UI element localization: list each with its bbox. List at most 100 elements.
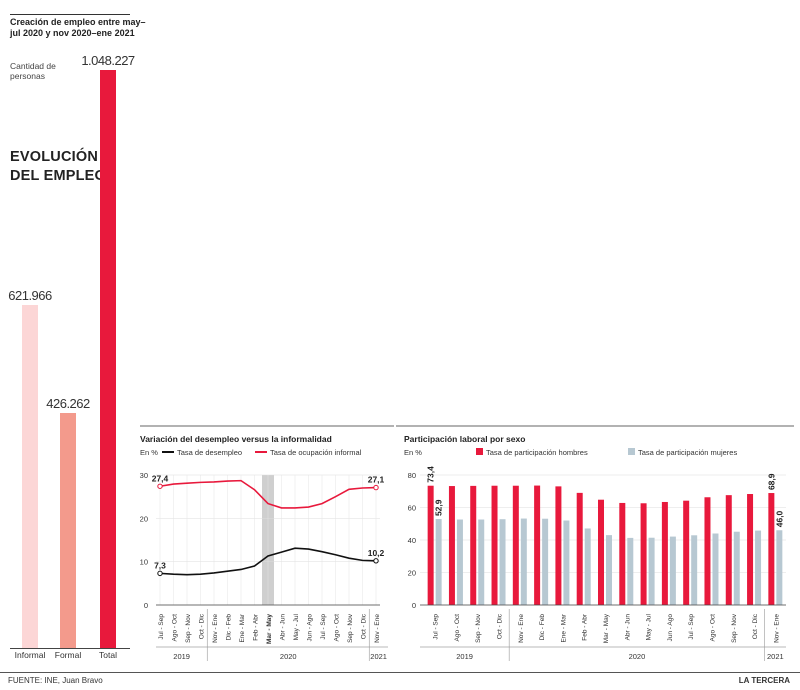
bar-chart-unit: En %: [404, 448, 422, 457]
bar-mujeres: [648, 537, 655, 605]
bar-hombres: [512, 485, 519, 605]
bar-mujeres: [627, 537, 634, 605]
x-tick-label: Oct - Dic: [497, 613, 504, 639]
brand-text: LA TERCERA: [738, 676, 790, 685]
x-tick-label: Sep - Nov: [185, 613, 192, 643]
x-tick-label: Dic - Feb: [539, 614, 546, 641]
y-tick-label: 30: [140, 471, 148, 480]
data-label: 10,2: [368, 548, 385, 558]
data-label: 27,1: [368, 475, 385, 485]
bar-hombres: [619, 502, 626, 605]
x-tick-label: Nov - Ene: [518, 614, 525, 643]
x-tick-label: Jun - Ago: [667, 614, 674, 642]
bar-mujeres: [563, 520, 570, 605]
x-tick-label: Feb - Abr: [253, 613, 260, 641]
year-label: 2019: [456, 652, 473, 661]
data-label: 73,4: [426, 466, 436, 483]
x-tick-label: Sep - Nov: [475, 613, 482, 643]
x-tick-label: Ene - Mar: [239, 613, 246, 642]
source-text: FUENTE: INE, Juan Bravo: [8, 676, 103, 685]
bar-mujeres: [542, 518, 549, 605]
y-tick-label: 80: [408, 471, 416, 480]
x-tick-label: Feb - Abr: [582, 613, 589, 641]
year-label: 2021: [767, 652, 784, 661]
bar-hombres: [768, 493, 775, 605]
line-chart-unit: En %: [140, 448, 158, 457]
year-label: 2020: [280, 652, 297, 661]
x-tick-label: Dic - Feb: [226, 614, 233, 641]
data-point: [373, 558, 379, 564]
unit-label: Cantidad de personas: [10, 61, 56, 81]
x-tick-label: Oct - Dic: [199, 613, 206, 639]
bar-hombres: [470, 485, 477, 605]
x-tick-label: Mar - May: [266, 614, 273, 644]
creation-bar-chart: 621.966 Informal 426.262 Formal 1.048.227 Tot…: [0, 0, 140, 672]
x-tick-label: Nov - Ene: [773, 614, 780, 643]
creation-bar-value: 426.262: [46, 395, 90, 411]
creation-bar-label: Formal: [54, 650, 82, 660]
y-tick-label: 0: [412, 601, 416, 610]
data-label: 68,9: [766, 473, 776, 490]
bar-hombres: [491, 485, 498, 605]
x-tick-label: Abr - Jun: [280, 614, 287, 641]
bar-hombres: [661, 501, 668, 605]
y-tick-label: 60: [408, 504, 416, 513]
data-label: 52,9: [434, 499, 444, 516]
x-tick-label: Jul - Sep: [320, 614, 327, 640]
line-chart-title: Variación del desempleo versus la inform…: [140, 434, 332, 444]
x-tick-label: Jul - Sep: [158, 614, 165, 640]
y-tick-label: 0: [144, 601, 148, 610]
x-tick-label: Ago - Oct: [709, 614, 716, 642]
footer-rule: [0, 672, 800, 673]
x-tick-label: May - Jul: [646, 613, 653, 640]
legend-label: Tasa de participación hombres: [486, 448, 588, 457]
creation-baseline: [10, 648, 130, 649]
legend-label: Tasa de ocupación informal: [270, 448, 362, 457]
legend-swatch: [628, 448, 635, 455]
data-label: 46,0: [774, 510, 784, 527]
x-tick-label: Ago - Oct: [334, 614, 341, 642]
bar-mujeres: [776, 530, 783, 605]
x-tick-label: Sep - Nov: [347, 613, 354, 643]
x-tick-label: Jul - Sep: [688, 614, 695, 640]
x-tick-label: Ago - Oct: [172, 614, 179, 642]
section-title: EVOLUCIÓN DEL EMPLEO: [10, 149, 106, 184]
data-label: 27,4: [152, 473, 169, 483]
bar-hombres: [534, 485, 541, 605]
x-tick-label: Abr - Jun: [624, 614, 631, 641]
y-tick-label: 10: [140, 558, 148, 567]
bar-hombres: [576, 492, 583, 605]
x-tick-label: Ago - Oct: [454, 614, 461, 642]
x-tick-label: May - Jul: [293, 613, 300, 640]
bar-mujeres: [606, 535, 612, 605]
bar-mujeres: [691, 535, 698, 605]
x-tick-label: Oct - Dic: [752, 613, 759, 639]
bar-hombres: [747, 494, 754, 605]
bar-mujeres: [478, 519, 485, 605]
x-tick-label: Jul - Sep: [433, 614, 440, 640]
bar-hombres: [704, 497, 711, 605]
y-tick-label: 20: [140, 514, 148, 523]
y-tick-label: 40: [408, 536, 416, 545]
legend-swatch: [476, 448, 483, 455]
unemployment-vs-informality-chart: Variación del desempleo versus la inform…: [140, 425, 394, 661]
bar-hombres: [555, 486, 562, 605]
x-tick-label: Mar - May: [603, 613, 610, 643]
legend-label: Tasa de desempleo: [177, 448, 242, 457]
year-label: 2021: [370, 652, 387, 661]
x-tick-label: Jun - Ago: [307, 614, 314, 642]
bar-hombres: [725, 495, 732, 605]
creation-bar-label: Total: [99, 650, 117, 660]
top-rule: [10, 14, 130, 15]
x-tick-label: Oct - Dic: [361, 613, 368, 639]
bar-mujeres: [499, 519, 506, 605]
series-line-informal: [159, 479, 377, 509]
year-label: 2019: [173, 652, 190, 661]
creation-bar-value: 621.966: [8, 288, 52, 304]
year-label: 2020: [629, 652, 646, 661]
creation-bar-total: [100, 70, 116, 648]
data-point: [157, 570, 163, 577]
bar-mujeres: [520, 518, 527, 605]
y-tick-label: 20: [408, 569, 416, 578]
bar-hombres: [640, 503, 647, 605]
